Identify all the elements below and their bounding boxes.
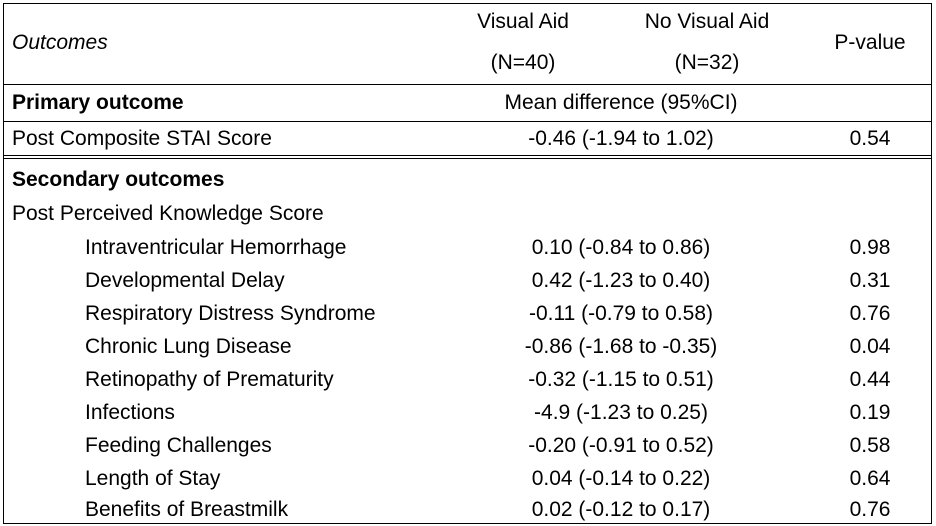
secondary-row-estimate: 0.04 (-0.14 to 0.22): [531, 467, 711, 490]
secondary-row-pvalue: 0.04: [849, 335, 891, 358]
secondary-row-estimate: 0.02 (-0.12 to 0.17): [531, 498, 711, 521]
secondary-row-outcome: Infections: [85, 401, 175, 424]
secondary-divider-b: [4, 158, 931, 159]
secondary-section-label: Secondary outcomes: [12, 168, 225, 191]
header-visual-aid: Visual Aid: [477, 10, 569, 33]
results-table: Outcomes Visual Aid (N=40) No Visual Aid…: [3, 3, 932, 524]
primary-row-outcome: Post Composite STAI Score: [12, 127, 272, 150]
header-outcomes: Outcomes: [12, 31, 108, 54]
secondary-row-outcome: Length of Stay: [85, 467, 221, 490]
secondary-row-outcome: Intraventricular Hemorrhage: [85, 236, 347, 259]
secondary-row-pvalue: 0.76: [849, 302, 891, 325]
secondary-divider-a: [4, 155, 931, 156]
primary-row-estimate: -0.46 (-1.94 to 1.02): [528, 127, 714, 150]
secondary-group-label: Post Perceived Knowledge Score: [12, 202, 324, 225]
secondary-row-outcome: Chronic Lung Disease: [85, 335, 292, 358]
secondary-row-estimate: 0.42 (-1.23 to 0.40): [531, 269, 711, 292]
secondary-row-estimate: -0.32 (-1.15 to 0.51): [528, 368, 714, 391]
secondary-row-pvalue: 0.98: [849, 236, 891, 259]
secondary-row-estimate: -0.11 (-0.79 to 0.58): [528, 302, 714, 325]
primary-divider: [4, 121, 931, 122]
secondary-row-pvalue: 0.44: [849, 368, 891, 391]
secondary-row-outcome: Benefits of Breastmilk: [85, 498, 289, 521]
secondary-row-pvalue: 0.76: [849, 498, 891, 521]
secondary-row-outcome: Retinopathy of Prematurity: [85, 368, 334, 391]
primary-row-pvalue: 0.54: [849, 127, 891, 150]
secondary-row-outcome: Respiratory Distress Syndrome: [85, 302, 376, 325]
primary-section-label: Primary outcome: [12, 91, 184, 114]
secondary-row-outcome: Developmental Delay: [85, 269, 285, 292]
secondary-row-pvalue: 0.19: [849, 401, 891, 424]
header-no-visual-aid: No Visual Aid: [644, 10, 770, 33]
header-no-visual-aid-n: (N=32): [674, 51, 740, 74]
header-visual-aid-n: (N=40): [490, 51, 556, 74]
secondary-row-estimate: 0.10 (-0.84 to 0.86): [531, 236, 711, 259]
secondary-row-estimate: -0.20 (-0.91 to 0.52): [528, 434, 714, 457]
secondary-row-outcome: Feeding Challenges: [85, 434, 272, 457]
secondary-row-estimate: -0.86 (-1.68 to -0.35): [524, 335, 718, 358]
secondary-row-pvalue: 0.64: [849, 467, 891, 490]
header-divider: [4, 84, 931, 85]
secondary-row-pvalue: 0.58: [849, 434, 891, 457]
secondary-row-estimate: -4.9 (-1.23 to 0.25): [534, 401, 708, 424]
secondary-row-pvalue: 0.31: [849, 269, 891, 292]
header-pvalue: P-value: [834, 31, 906, 54]
primary-effect-label: Mean difference (95%CI): [504, 91, 738, 114]
